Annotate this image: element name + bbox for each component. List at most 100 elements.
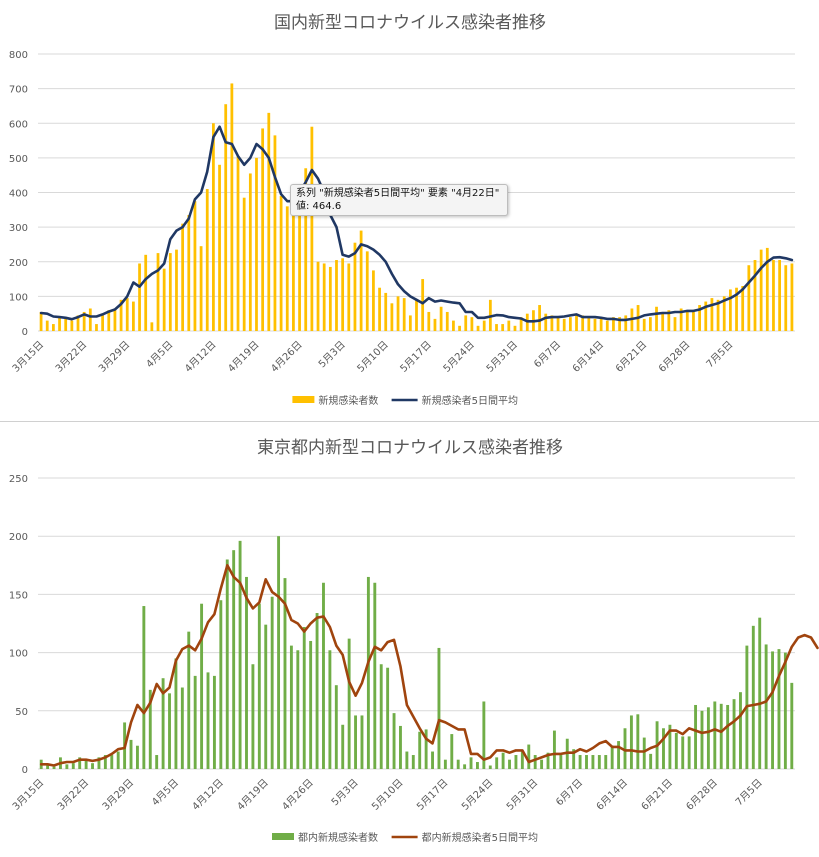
bar [581,315,585,331]
bar [328,266,332,331]
chart-title: 国内新型コロナウイルス感染者推移 [274,13,546,33]
y-tick-label: 400 [9,189,28,200]
bar [322,263,326,331]
bar [470,317,474,331]
bar [692,311,695,331]
bar [585,755,588,769]
bar [710,298,714,331]
bar [661,311,665,331]
bar [758,617,762,769]
bar [225,559,229,769]
bar [476,325,480,331]
bar [726,704,730,769]
bar [373,582,377,769]
chart-title: 東京都内新型コロナウイルス感染者推移 [257,438,563,458]
bar [591,755,595,769]
bar [452,320,455,331]
tooltip-value-line: 値: 464.6 [296,201,342,212]
chart-divider [0,421,819,422]
bar [365,251,369,331]
bar [437,647,441,769]
bar [379,664,383,769]
bar [587,317,591,331]
bar [116,751,120,769]
bar [132,301,135,331]
x-tick-label: 6月28日 [684,777,720,813]
bar [668,724,672,769]
bar [315,613,319,769]
bar [568,317,572,331]
x-tick-label: 3月29日 [100,777,136,813]
bar [187,215,191,331]
bar [267,112,271,331]
x-tick-label: 5月24日 [441,339,477,375]
bar [46,765,50,769]
y-tick-label: 100 [9,649,28,660]
bar [156,253,160,331]
bar [667,310,671,331]
bar [129,739,133,769]
bar [439,306,443,331]
bar [642,318,646,331]
bar [285,206,289,331]
bar [421,279,425,331]
bar [771,651,774,769]
bar [125,298,129,331]
bar [427,311,431,331]
bar [751,625,755,769]
bar [482,320,486,331]
bar [187,631,191,769]
x-tick-label: 5月10日 [369,777,405,813]
bar [728,289,732,331]
bar [513,325,517,331]
bar [642,737,646,769]
bar [71,763,75,769]
bar [341,724,345,769]
bar [84,759,88,769]
bar [353,242,357,331]
bar [298,185,301,331]
bar [273,135,277,331]
bar [476,762,479,769]
bar [236,156,240,331]
bar [559,755,563,769]
bar [65,764,69,769]
bar [445,311,449,331]
bar [605,320,609,331]
bar [200,603,204,769]
y-tick-label: 200 [9,258,28,269]
bar [45,320,49,331]
bar [193,675,197,769]
bar [464,315,468,331]
bar [648,317,652,331]
bar [610,745,614,769]
bar [556,317,560,331]
bar [681,736,685,769]
bar [270,596,274,769]
bar [52,766,56,769]
bar [150,322,154,331]
bar [248,173,252,331]
average-line [39,125,794,323]
x-tick-label: 5月31日 [504,777,540,813]
bar [396,296,400,331]
y-tick-label: 100 [9,292,28,303]
bar [174,658,178,769]
bar [538,305,541,331]
x-tick-label: 3月29日 [96,339,132,375]
x-tick-label: 4月12日 [190,777,226,813]
bar [599,318,603,331]
bar [78,757,82,769]
bar [399,725,402,769]
legend-bar-label: 都内新規感染者数 [298,831,378,844]
y-tick-label: 150 [9,590,28,601]
x-tick-label: 7月5日 [733,777,765,809]
y-tick-label: 0 [22,765,28,776]
bar [52,324,55,331]
x-tick-label: 5月17日 [398,339,434,375]
bar [777,649,781,769]
bar [279,195,283,331]
